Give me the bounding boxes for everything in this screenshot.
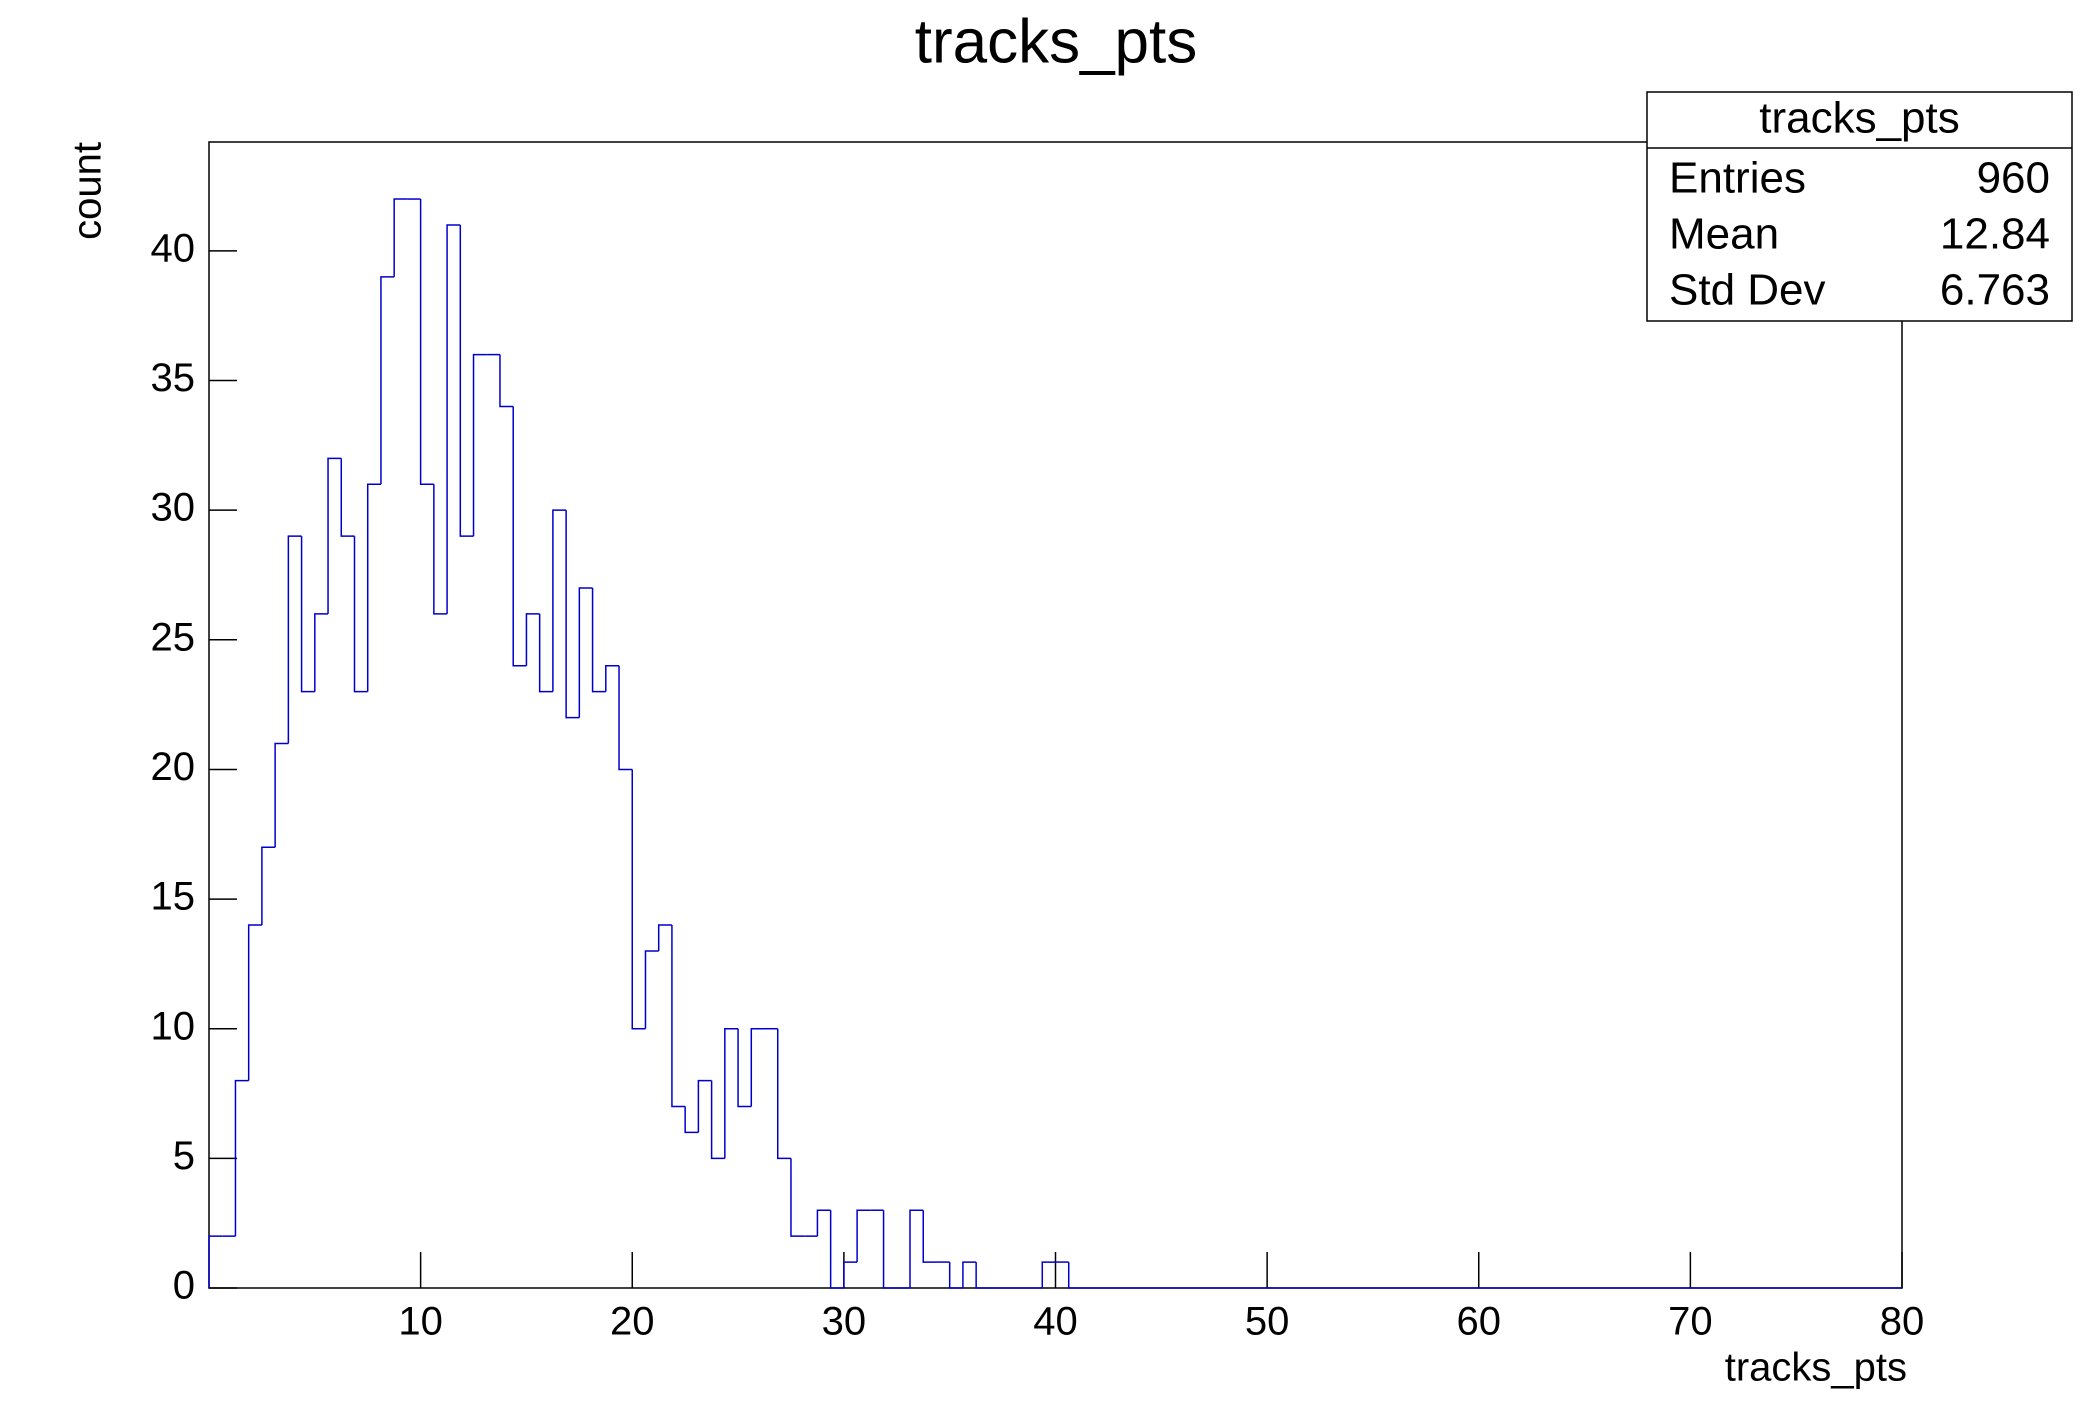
histogram-bin bbox=[261, 846, 276, 926]
histogram-bin bbox=[538, 613, 553, 693]
stats-label: Std Dev bbox=[1669, 266, 1826, 315]
histogram-bin bbox=[697, 1079, 712, 1133]
y-tick-label: 30 bbox=[151, 486, 196, 530]
y-tick-label: 10 bbox=[151, 1004, 196, 1048]
histogram-bin bbox=[393, 198, 408, 277]
x-tick-label: 30 bbox=[822, 1300, 867, 1344]
histogram-bin bbox=[208, 1235, 223, 1288]
stats-label: Entries bbox=[1669, 154, 1806, 203]
histogram-bin bbox=[909, 1209, 924, 1288]
histogram-bin bbox=[843, 1261, 858, 1288]
y-tick-label: 0 bbox=[173, 1264, 195, 1308]
histogram-bin bbox=[499, 354, 514, 408]
x-tick-label: 20 bbox=[610, 1300, 655, 1344]
histogram-bin bbox=[605, 664, 620, 692]
histogram-bin bbox=[353, 536, 368, 693]
histogram-bin bbox=[724, 1027, 739, 1159]
x-tick-label: 80 bbox=[1880, 1300, 1925, 1344]
histogram-bin bbox=[816, 1209, 831, 1237]
histogram-bin bbox=[433, 484, 448, 615]
histogram-bin bbox=[512, 406, 527, 667]
histogram-bin bbox=[247, 924, 262, 1081]
histogram-bin bbox=[300, 536, 315, 693]
stats-value: 6.763 bbox=[1940, 266, 2050, 315]
y-tick-label: 35 bbox=[151, 356, 196, 400]
histogram-bin bbox=[856, 1209, 871, 1263]
histogram-bin bbox=[446, 224, 461, 614]
stats-label: Mean bbox=[1669, 210, 1779, 259]
histogram-bin bbox=[314, 613, 329, 692]
histogram-bin bbox=[1067, 1262, 1082, 1289]
histogram-bin bbox=[882, 1210, 897, 1289]
histogram-bin bbox=[340, 458, 355, 537]
x-tick-label: 70 bbox=[1668, 1300, 1713, 1344]
histogram-bin bbox=[525, 613, 540, 666]
histogram-bin bbox=[234, 1079, 249, 1237]
histogram-bin bbox=[631, 769, 646, 1030]
stats-box bbox=[1646, 91, 2073, 322]
x-tick-label: 10 bbox=[398, 1300, 443, 1344]
histogram-bin bbox=[380, 276, 395, 485]
histogram-bin bbox=[962, 1261, 977, 1288]
y-tick-label: 40 bbox=[151, 226, 196, 270]
x-axis-label: tracks_pts bbox=[1725, 1346, 1907, 1390]
histogram-bin bbox=[591, 587, 606, 693]
histogram-bin bbox=[737, 1028, 752, 1108]
histogram-bin bbox=[671, 925, 686, 1108]
histogram-bin bbox=[274, 742, 289, 848]
histogram-bin bbox=[287, 535, 302, 744]
histogram-bin bbox=[948, 1262, 963, 1289]
histogram-bin bbox=[644, 950, 659, 1029]
histogram-bin bbox=[684, 1106, 699, 1134]
stats-title: tracks_pts bbox=[1759, 94, 1960, 143]
x-tick-label: 50 bbox=[1245, 1300, 1290, 1344]
histogram-bin bbox=[366, 483, 381, 692]
histogram-bin bbox=[829, 1210, 844, 1289]
x-tick-label: 60 bbox=[1457, 1300, 1502, 1344]
histogram-bin bbox=[327, 457, 342, 614]
histogram-bin bbox=[459, 224, 474, 537]
stats-value: 960 bbox=[1977, 154, 2050, 203]
histogram-bin bbox=[657, 924, 672, 951]
y-tick-label: 20 bbox=[151, 745, 196, 789]
y-axis-label: count bbox=[66, 142, 110, 240]
histogram-bin bbox=[578, 587, 593, 718]
histogram-bin bbox=[790, 1158, 805, 1237]
histogram-bin bbox=[776, 1028, 791, 1160]
histogram-bin bbox=[1041, 1261, 1056, 1288]
histogram-bin bbox=[975, 1262, 990, 1289]
histogram-bin bbox=[565, 510, 580, 719]
y-tick-label: 15 bbox=[151, 875, 196, 919]
histogram-bin bbox=[750, 1027, 765, 1107]
histogram-bin bbox=[922, 1210, 937, 1263]
y-tick-label: 25 bbox=[151, 615, 196, 659]
histogram-bin bbox=[552, 509, 567, 692]
histogram-bin bbox=[472, 353, 487, 537]
histogram-bin bbox=[618, 665, 633, 771]
stats-value: 12.84 bbox=[1940, 210, 2050, 259]
y-tick-label: 5 bbox=[173, 1134, 195, 1178]
histogram-bin bbox=[710, 1080, 725, 1160]
histogram-bin bbox=[419, 199, 434, 485]
x-tick-label: 40 bbox=[1033, 1300, 1078, 1344]
chart-title: tracks_pts bbox=[915, 7, 1198, 76]
